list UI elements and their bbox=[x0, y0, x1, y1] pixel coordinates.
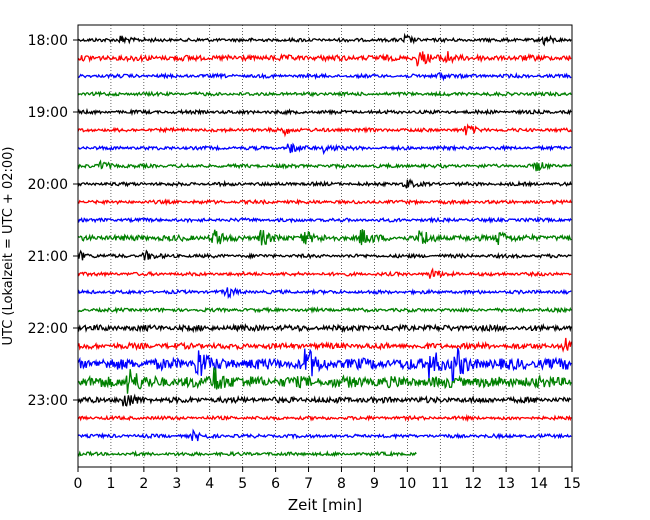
x-tick-label: 7 bbox=[304, 476, 313, 492]
y-axis-label: UTC (Lokalzeit = UTC + 02:00) bbox=[1, 147, 16, 346]
y-tick-label: 23:00 bbox=[28, 393, 68, 409]
x-tick-label: 14 bbox=[530, 476, 548, 492]
x-tick-label: 5 bbox=[238, 476, 247, 492]
seismic-trace bbox=[77, 159, 572, 172]
y-tick-label: 22:00 bbox=[28, 321, 68, 337]
x-tick-label: 6 bbox=[271, 476, 280, 492]
x-tick-label: 12 bbox=[464, 476, 482, 492]
seismic-trace bbox=[77, 322, 572, 334]
y-tick-label: 21:00 bbox=[28, 249, 68, 265]
seismic-trace bbox=[77, 348, 572, 383]
seismic-trace bbox=[77, 249, 572, 261]
x-tick-label: 3 bbox=[172, 476, 181, 492]
seismic-trace bbox=[77, 123, 572, 138]
x-axis-label: Zeit [min] bbox=[288, 496, 362, 514]
x-tick-label: 9 bbox=[370, 476, 379, 492]
plot-frame bbox=[77, 24, 573, 468]
x-axis-ticks: 0 1 2 3 4 5 6 7 8 9 10 11 12 13 14 15 bbox=[74, 467, 581, 492]
seismic-trace bbox=[77, 306, 572, 314]
x-tick-label: 13 bbox=[497, 476, 515, 492]
seismic-trace bbox=[77, 32, 572, 47]
seismic-trace bbox=[77, 337, 572, 353]
seismic-trace bbox=[77, 367, 572, 394]
x-tick-label: 10 bbox=[398, 476, 416, 492]
y-axis-ticks: 18:00 19:00 20:00 21:00 22:00 23:00 bbox=[28, 33, 78, 409]
seismic-trace bbox=[77, 393, 572, 407]
seismic-trace bbox=[77, 51, 572, 67]
seismic-trace bbox=[77, 198, 572, 207]
seismic-trace bbox=[77, 216, 572, 224]
seismic-trace bbox=[77, 413, 572, 423]
y-tick-label: 20:00 bbox=[28, 177, 68, 193]
seismic-trace bbox=[77, 287, 572, 300]
x-tick-label: 2 bbox=[139, 476, 148, 492]
seismic-traces bbox=[77, 32, 572, 458]
x-tick-label: 11 bbox=[431, 476, 449, 492]
seismic-trace bbox=[77, 428, 572, 442]
x-tick-label: 8 bbox=[337, 476, 346, 492]
seismic-trace bbox=[77, 90, 572, 98]
seismic-trace bbox=[77, 229, 572, 246]
seismic-trace bbox=[77, 267, 572, 279]
seismic-trace bbox=[77, 450, 417, 458]
seismic-trace bbox=[77, 142, 572, 156]
x-tick-label: 0 bbox=[74, 476, 83, 492]
x-tick-label: 1 bbox=[106, 476, 115, 492]
y-tick-label: 18:00 bbox=[28, 33, 68, 49]
seismic-trace bbox=[77, 107, 572, 117]
seismic-trace bbox=[77, 178, 572, 189]
y-tick-label: 19:00 bbox=[28, 105, 68, 121]
x-tick-label: 4 bbox=[205, 476, 214, 492]
seismic-trace bbox=[77, 71, 572, 82]
x-tick-label: 15 bbox=[563, 476, 581, 492]
